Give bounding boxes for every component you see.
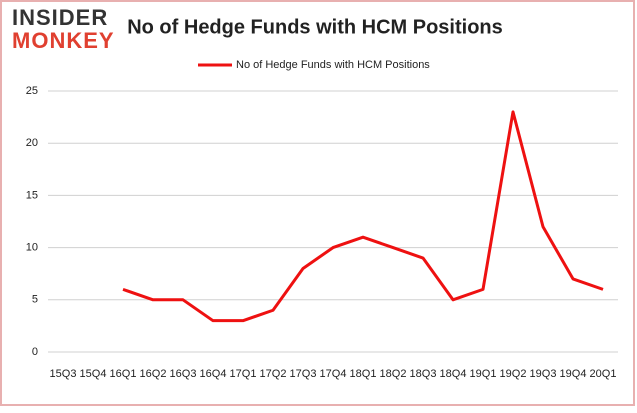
x-tick-label: 18Q1: [350, 368, 377, 380]
x-tick-label: 19Q4: [560, 368, 587, 380]
y-tick-label: 15: [26, 189, 38, 201]
x-tick-label: 16Q2: [140, 368, 167, 380]
x-tick-label: 15Q3: [50, 368, 77, 380]
y-tick-label: 25: [26, 85, 38, 97]
frame: [0, 0, 635, 406]
y-tick-label: 20: [26, 137, 38, 149]
y-tick-label: 10: [26, 242, 38, 254]
x-tick-label: 18Q4: [440, 368, 467, 380]
x-tick-label: 18Q3: [410, 368, 437, 380]
x-tick-label: 16Q3: [170, 368, 197, 380]
y-tick-label: 5: [32, 294, 38, 306]
x-tick-label: 17Q4: [320, 368, 347, 380]
x-tick-label: 19Q3: [530, 368, 557, 380]
x-tick-label: 17Q2: [260, 368, 287, 380]
legend-label: No of Hedge Funds with HCM Positions: [236, 59, 430, 71]
x-tick-label: 19Q2: [500, 368, 527, 380]
chart-title: No of Hedge Funds with HCM Positions: [127, 16, 503, 38]
x-tick-label: 17Q1: [230, 368, 257, 380]
line: [122, 110, 604, 323]
x-tick-label: 16Q1: [110, 368, 137, 380]
x-tick-label: 20Q1: [590, 368, 617, 380]
logo-line2: MONKEY: [12, 28, 115, 53]
x-tick-label: 19Q1: [470, 368, 497, 380]
y-tick-label: 0: [32, 346, 38, 358]
x-tick-label: 18Q2: [380, 368, 407, 380]
x-tick-label: 17Q3: [290, 368, 317, 380]
logo-line1: INSIDER: [12, 5, 108, 30]
x-tick-label: 15Q4: [80, 368, 107, 380]
x-tick-label: 16Q4: [200, 368, 227, 380]
